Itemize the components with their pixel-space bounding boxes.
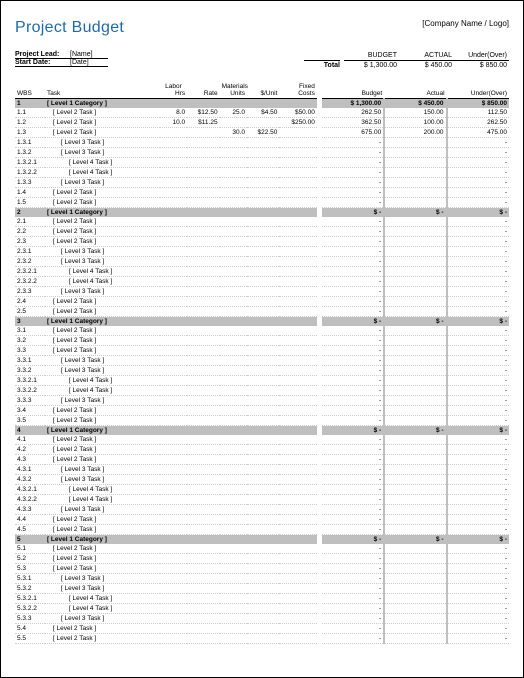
actual-total: $ 450.00 bbox=[399, 61, 454, 70]
start-date-value: [Date] bbox=[70, 59, 108, 67]
total-label: Total bbox=[304, 61, 340, 70]
table-row: 4.4[ Level 2 Task ]-- bbox=[15, 514, 509, 524]
table-row: 5.2[ Level 2 Task ]-- bbox=[15, 553, 509, 563]
table-row: 1.3.2[ Level 3 Task ]-- bbox=[15, 147, 509, 157]
under-total: $ 850.00 bbox=[454, 61, 509, 70]
table-row: 2.3[ Level 2 Task ]-- bbox=[15, 236, 509, 246]
table-row: 5.1[ Level 2 Task ]-- bbox=[15, 544, 509, 554]
table-row: 3.3.2.2[ Level 4 Task ]-- bbox=[15, 385, 509, 395]
table-row: 1.2[ Level 2 Task ]10.0$11.25$250.00362.… bbox=[15, 117, 509, 127]
start-date-label: Start Date: bbox=[15, 59, 70, 67]
table-row: 3.3.1[ Level 3 Task ]-- bbox=[15, 355, 509, 365]
table-row: 3.3.2[ Level 3 Task ]-- bbox=[15, 365, 509, 375]
table-row: 3.2[ Level 2 Task ]-- bbox=[15, 335, 509, 345]
col-task: Task bbox=[45, 80, 160, 98]
table-row: 1.3.1[ Level 3 Task ]-- bbox=[15, 137, 509, 147]
category-row: 5[ Level 1 Category ]$ -$ -$ - bbox=[15, 534, 509, 544]
col-units: MaterialsUnits bbox=[220, 80, 247, 98]
table-row: 3.5[ Level 2 Task ]-- bbox=[15, 415, 509, 425]
table-row: 2.3.1[ Level 3 Task ]-- bbox=[15, 246, 509, 256]
table-row: 3.1[ Level 2 Task ]-- bbox=[15, 326, 509, 336]
table-row: 3.3.3[ Level 3 Task ]-- bbox=[15, 395, 509, 405]
actual-header: ACTUAL bbox=[399, 51, 454, 61]
category-row: 2[ Level 1 Category ]$ -$ -$ - bbox=[15, 207, 509, 217]
col-rate: Rate bbox=[187, 80, 219, 98]
table-row: 1.3.2.1[ Level 4 Task ]-- bbox=[15, 157, 509, 167]
table-row: 1.1[ Level 2 Task ]8.0$12.5025.0$4.50$50… bbox=[15, 108, 509, 118]
table-row: 4.2[ Level 2 Task ]-- bbox=[15, 444, 509, 454]
table-row: 4.3[ Level 2 Task ]-- bbox=[15, 454, 509, 464]
col-wbs: WBS bbox=[15, 80, 45, 98]
table-row: 4.5[ Level 2 Task ]-- bbox=[15, 524, 509, 534]
table-row: 2.4[ Level 2 Task ]-- bbox=[15, 296, 509, 306]
table-row: 4.3.2.2[ Level 4 Task ]-- bbox=[15, 494, 509, 504]
table-row: 2.3.3[ Level 3 Task ]-- bbox=[15, 286, 509, 296]
totals-summary: Total BUDGET $ 1,300.00 ACTUAL $ 450.00 … bbox=[304, 51, 509, 70]
table-row: 1.4[ Level 2 Task ]-- bbox=[15, 187, 509, 197]
project-lead-label: Project Lead: bbox=[15, 51, 70, 59]
table-row: 3.4[ Level 2 Task ]-- bbox=[15, 405, 509, 415]
col-budget: Budget bbox=[322, 80, 384, 98]
category-row: 3[ Level 1 Category ]$ -$ -$ - bbox=[15, 316, 509, 326]
under-header: Under(Over) bbox=[454, 51, 509, 61]
table-row: 5.4[ Level 2 Task ]-- bbox=[15, 623, 509, 633]
col-under: Under(Over) bbox=[447, 80, 509, 98]
table-row: 2.3.2[ Level 3 Task ]-- bbox=[15, 256, 509, 266]
budget-table: WBS Task LaborHrs Rate MaterialsUnits $/… bbox=[15, 80, 509, 644]
table-row: 4.3.3[ Level 3 Task ]-- bbox=[15, 504, 509, 514]
table-row: 1.3[ Level 2 Task ]30.0$22.50675.00200.0… bbox=[15, 127, 509, 137]
table-row: 5.5[ Level 2 Task ]-- bbox=[15, 633, 509, 643]
company-placeholder: [Company Name / Logo] bbox=[422, 19, 509, 28]
page-title: Project Budget bbox=[15, 19, 124, 37]
table-row: 5.3.1[ Level 3 Task ]-- bbox=[15, 573, 509, 583]
table-row: 4.3.2.1[ Level 4 Task ]-- bbox=[15, 484, 509, 494]
project-lead-value: [Name] bbox=[70, 51, 108, 59]
table-row: 5.3.2[ Level 3 Task ]-- bbox=[15, 583, 509, 593]
table-row: 4.1[ Level 2 Task ]-- bbox=[15, 435, 509, 445]
table-row: 1.5[ Level 2 Task ]-- bbox=[15, 197, 509, 207]
table-row: 3.3[ Level 2 Task ]-- bbox=[15, 345, 509, 355]
table-row: 2.3.2.2[ Level 4 Task ]-- bbox=[15, 276, 509, 286]
category-row: 4[ Level 1 Category ]$ -$ -$ - bbox=[15, 425, 509, 435]
category-row: 1[ Level 1 Category ]$ 1,300.00$ 450.00$… bbox=[15, 98, 509, 108]
table-row: 2.1[ Level 2 Task ]-- bbox=[15, 217, 509, 227]
table-row: 4.3.2[ Level 3 Task ]-- bbox=[15, 474, 509, 484]
table-row: 5.3.3[ Level 3 Task ]-- bbox=[15, 613, 509, 623]
table-row: 2.3.2.1[ Level 4 Task ]-- bbox=[15, 266, 509, 276]
table-row: 1.3.3[ Level 3 Task ]-- bbox=[15, 177, 509, 187]
col-hrs: LaborHrs bbox=[160, 80, 187, 98]
table-row: 4.3.1[ Level 3 Task ]-- bbox=[15, 464, 509, 474]
col-fixed: FixedCosts bbox=[279, 80, 316, 98]
table-row: 2.2[ Level 2 Task ]-- bbox=[15, 226, 509, 236]
table-row: 5.3.2.2[ Level 4 Task ]-- bbox=[15, 603, 509, 613]
budget-header: BUDGET bbox=[344, 51, 399, 61]
table-row: 3.3.2.1[ Level 4 Task ]-- bbox=[15, 375, 509, 385]
table-row: 5.3[ Level 2 Task ]-- bbox=[15, 563, 509, 573]
budget-total: $ 1,300.00 bbox=[344, 61, 399, 70]
table-row: 2.5[ Level 2 Task ]-- bbox=[15, 306, 509, 316]
table-row: 5.3.2.1[ Level 4 Task ]-- bbox=[15, 593, 509, 603]
col-punit: $/Unit bbox=[247, 80, 279, 98]
col-actual: Actual bbox=[384, 80, 446, 98]
table-row: 1.3.2.2[ Level 4 Task ]-- bbox=[15, 167, 509, 177]
